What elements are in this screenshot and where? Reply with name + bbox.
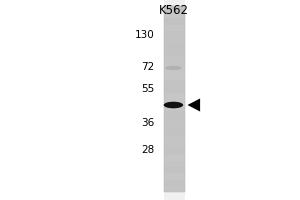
Bar [164,6,184,192]
Text: 72: 72 [141,62,154,72]
Bar [164,155,184,161]
Bar [164,130,184,136]
Bar [164,173,184,180]
Bar [164,31,184,37]
Bar [164,124,184,130]
Ellipse shape [165,66,181,70]
Bar [164,12,184,18]
Bar [164,180,184,186]
Bar [164,74,184,80]
Bar [164,87,184,93]
Bar [164,142,184,149]
Bar [164,136,184,142]
Bar [164,37,184,43]
Ellipse shape [164,102,183,108]
Bar [164,62,184,68]
Text: 36: 36 [141,118,154,128]
Bar [164,99,184,105]
Bar [164,56,184,62]
Bar [164,80,184,87]
Polygon shape [188,98,200,112]
Bar [164,111,184,118]
Text: 28: 28 [141,145,154,155]
Bar [164,6,184,12]
Bar [164,49,184,56]
Bar [164,186,184,192]
Bar [184,0,300,200]
Bar [164,167,184,173]
Bar [164,18,184,25]
Bar [164,93,184,99]
Text: 55: 55 [141,84,154,94]
Bar [164,149,184,155]
Bar [164,68,184,74]
Bar [0,0,164,200]
Bar [164,118,184,124]
Bar [164,161,184,167]
Bar [164,25,184,31]
Text: 130: 130 [135,30,155,40]
Bar [164,43,184,49]
Text: K562: K562 [158,4,188,18]
Bar [164,105,184,111]
